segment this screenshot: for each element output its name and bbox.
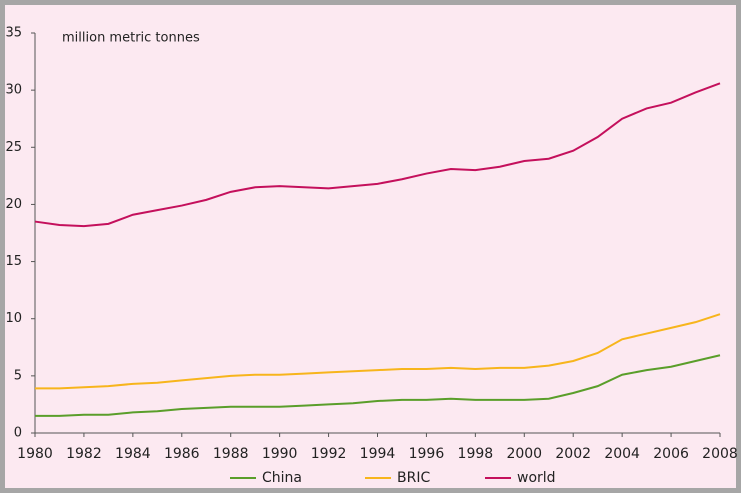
x-tick-label: 1994: [360, 446, 396, 462]
y-tick-label: 10: [5, 311, 22, 326]
x-tick-label: 1982: [66, 446, 102, 462]
y-tick-label: 5: [14, 368, 22, 383]
y-tick-label: 30: [5, 83, 22, 98]
x-tick-label: 2000: [506, 446, 542, 462]
plot-background: [5, 5, 736, 488]
x-tick-label: 1988: [213, 446, 249, 462]
series-line: [35, 313, 721, 390]
y-tick-label: 15: [5, 254, 22, 269]
x-tick-label: 2008: [702, 446, 738, 462]
y-tick-label: 25: [5, 140, 22, 155]
series-line: [34, 82, 721, 228]
y-tick-label: 35: [5, 26, 22, 41]
y-tick-label: 0: [14, 426, 22, 441]
legend-label: world: [517, 470, 556, 486]
x-tick-label: 1980: [17, 446, 53, 462]
x-tick-label: 1986: [164, 446, 200, 462]
legend-label: China: [262, 470, 302, 486]
x-tick-label: 1992: [311, 446, 347, 462]
x-tick-label: 1998: [458, 446, 494, 462]
x-tick-label: 2004: [604, 446, 640, 462]
x-tick-label: 1996: [409, 446, 445, 462]
x-tick-label: 1990: [262, 446, 298, 462]
x-tick-label: 2002: [555, 446, 591, 462]
series-line: [35, 354, 721, 417]
y-tick-label: 20: [5, 197, 22, 212]
annotation: million metric tonnes: [62, 31, 200, 46]
legend-label: BRIC: [397, 470, 430, 486]
x-tick-label: 2006: [653, 446, 689, 462]
x-tick-label: 1984: [115, 446, 151, 462]
